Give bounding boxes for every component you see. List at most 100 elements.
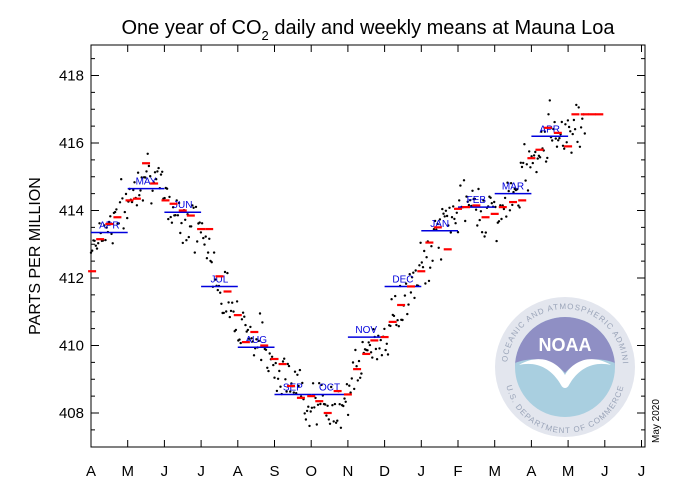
daily-mean-point — [257, 339, 260, 343]
daily-mean-point — [286, 362, 289, 366]
daily-mean-point — [413, 296, 416, 300]
daily-mean-point — [275, 389, 279, 393]
daily-mean-point — [326, 404, 329, 407]
y-tick-label: 414 — [59, 203, 84, 220]
daily-mean-point — [571, 132, 574, 136]
daily-mean-point — [147, 164, 151, 168]
daily-mean-point — [409, 291, 413, 294]
daily-mean-point — [273, 376, 276, 379]
title-prefix: One year of CO — [121, 17, 261, 39]
daily-mean-point — [297, 384, 300, 388]
daily-mean-point — [181, 241, 184, 245]
daily-mean-point — [258, 312, 262, 315]
daily-mean-point — [141, 199, 145, 202]
daily-mean-point — [438, 218, 442, 221]
daily-mean-point — [560, 120, 563, 124]
daily-mean-point — [447, 224, 450, 227]
daily-mean-point — [473, 197, 477, 201]
daily-mean-point — [97, 242, 100, 245]
logo-sky — [515, 317, 615, 373]
daily-mean-point — [445, 214, 449, 218]
daily-mean-point — [333, 402, 337, 406]
logo-wordmark: NOAA — [539, 335, 592, 355]
daily-mean-point — [210, 261, 213, 264]
daily-mean-point — [314, 396, 317, 400]
daily-mean-point — [366, 349, 369, 352]
daily-mean-point — [444, 209, 448, 212]
daily-mean-point — [229, 309, 233, 313]
daily-mean-point — [423, 249, 426, 253]
daily-mean-point — [517, 204, 520, 207]
daily-mean-point — [94, 244, 98, 247]
daily-mean-point — [146, 152, 149, 155]
daily-mean-point — [111, 242, 114, 245]
daily-mean-point — [572, 118, 576, 122]
daily-mean-point — [565, 141, 568, 144]
daily-mean-point — [558, 137, 561, 140]
daily-mean-point — [548, 99, 551, 102]
daily-mean-point — [394, 294, 397, 298]
daily-mean-point — [368, 343, 372, 347]
daily-mean-point — [526, 189, 530, 192]
daily-mean-point — [544, 160, 548, 163]
daily-mean-point — [170, 221, 174, 224]
daily-mean-point — [455, 211, 458, 214]
daily-mean-point — [144, 176, 147, 179]
daily-mean-point — [528, 150, 531, 153]
daily-mean-point — [520, 165, 524, 169]
daily-mean-point — [452, 205, 455, 208]
daily-mean-point — [479, 210, 483, 213]
daily-mean-point — [165, 187, 169, 190]
daily-mean-point — [495, 239, 498, 243]
daily-mean-point — [187, 235, 190, 239]
x-tick-label: S — [269, 463, 279, 480]
daily-mean-point — [330, 385, 333, 389]
daily-mean-point — [516, 188, 519, 191]
daily-mean-point — [336, 419, 339, 422]
daily-mean-point — [564, 123, 567, 126]
daily-mean-point — [155, 178, 158, 181]
daily-mean-point — [132, 188, 135, 192]
daily-mean-point — [383, 327, 386, 331]
daily-mean-point — [474, 208, 478, 211]
daily-mean-point — [573, 128, 577, 131]
daily-mean-point — [456, 231, 460, 234]
daily-mean-point — [278, 369, 281, 373]
daily-mean-point — [453, 217, 456, 221]
y-tick-label: 412 — [59, 270, 84, 287]
daily-mean-point — [250, 337, 253, 340]
daily-mean-point — [566, 119, 570, 122]
daily-mean-point — [522, 161, 525, 165]
daily-mean-point — [431, 259, 434, 262]
daily-mean-point — [206, 251, 210, 254]
daily-mean-point — [375, 358, 379, 361]
daily-mean-point — [190, 225, 193, 228]
x-tick-label: M — [488, 463, 501, 480]
daily-mean-point — [135, 204, 139, 207]
daily-mean-point — [567, 125, 571, 129]
daily-mean-point — [535, 170, 538, 174]
daily-mean-point — [471, 189, 474, 192]
daily-mean-point — [194, 205, 198, 209]
monthly-mean-label: APR — [539, 124, 560, 135]
daily-mean-point — [231, 301, 234, 304]
daily-mean-point — [327, 418, 330, 421]
daily-mean-point — [199, 231, 203, 234]
daily-mean-point — [512, 190, 515, 194]
y-tick-label: 408 — [59, 405, 84, 422]
daily-mean-point — [532, 154, 536, 157]
daily-mean-point — [192, 206, 195, 209]
daily-mean-point — [379, 338, 382, 342]
daily-mean-point — [225, 310, 228, 313]
daily-mean-point — [219, 291, 222, 294]
daily-mean-point — [509, 182, 513, 185]
daily-mean-point — [425, 256, 428, 259]
daily-mean-point — [551, 139, 554, 142]
daily-mean-point — [235, 300, 239, 303]
daily-mean-point — [156, 170, 159, 173]
x-tick-label: O — [305, 463, 317, 480]
daily-mean-point — [222, 311, 225, 315]
daily-mean-point — [240, 318, 244, 321]
daily-mean-point — [478, 218, 481, 222]
daily-mean-point — [267, 369, 270, 373]
